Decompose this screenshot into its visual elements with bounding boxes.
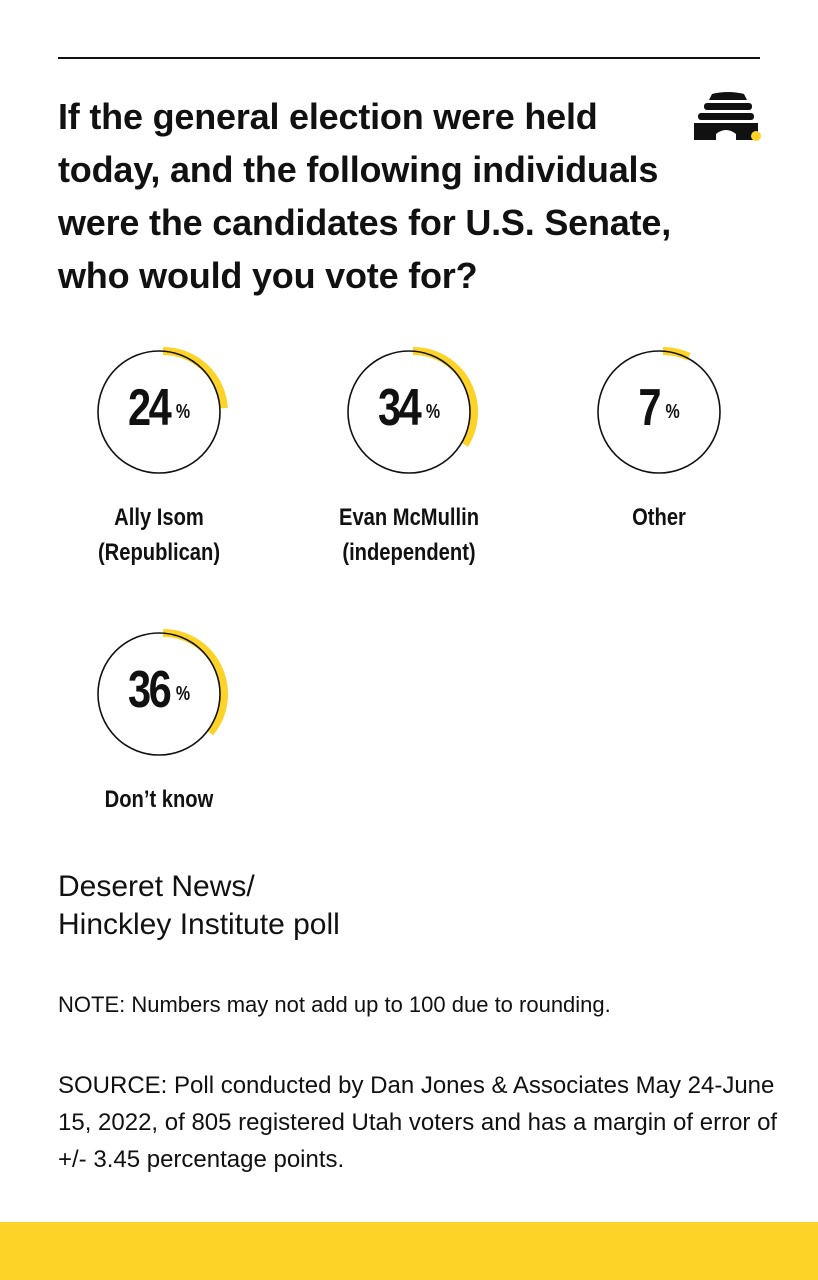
- rounding-note: NOTE: Numbers may not add up to 100 due …: [58, 992, 611, 1017]
- poll-result-ally-isom: 24% Ally Isom (Republican): [44, 338, 274, 588]
- bottom-accent-bar: [0, 1222, 818, 1280]
- candidate-label: Don’t know: [104, 786, 214, 813]
- chart-title: If the general election were held today,…: [58, 96, 671, 296]
- candidate-label: Other: [632, 504, 686, 531]
- candidate-label: Ally Isom (Republican): [97, 504, 221, 566]
- donut-ring-dont-know: [97, 632, 221, 756]
- percent-sign: %: [425, 401, 441, 423]
- donut-ring-evan-mcmullin: [347, 350, 471, 474]
- beehive-icon: [694, 92, 761, 141]
- poll-result-other: 7% Other: [544, 338, 774, 588]
- value-number: 24: [127, 379, 172, 437]
- percent-sign: %: [665, 401, 680, 423]
- donut-ring-ally-isom: [97, 350, 221, 474]
- donut-arc-dont-know: [162, 629, 228, 736]
- percentage-value: 34%: [317, 378, 501, 438]
- poll-source-name: Deseret News/ Hinckley Institute poll: [58, 870, 340, 941]
- source-text: SOURCE: Poll conducted by Dan Jones & As…: [58, 1072, 778, 1173]
- percentage-value: 24%: [67, 378, 251, 438]
- candidate-label: Evan McMullin (independent): [338, 504, 480, 566]
- percent-sign: %: [175, 683, 191, 705]
- percent-sign: %: [175, 401, 191, 423]
- donut-chart-other: [597, 347, 721, 474]
- donut-arc-evan-mcmullin: [412, 347, 478, 447]
- donut-arc-ally-isom: [162, 347, 228, 409]
- donut-chart-ally-isom: [97, 347, 228, 474]
- percentage-value: 7%: [567, 378, 751, 438]
- value-number: 36: [127, 661, 172, 719]
- donut-chart-evan-mcmullin: [347, 347, 478, 474]
- value-number: 7: [638, 379, 661, 437]
- percentage-value: 36%: [67, 660, 251, 720]
- top-divider: [58, 57, 760, 59]
- donut-chart-dont-know: [97, 629, 228, 756]
- poll-result-evan-mcmullin: 34% Evan McMullin (independent): [294, 338, 524, 588]
- donut-ring-other: [597, 350, 721, 474]
- value-number: 34: [377, 379, 422, 437]
- poll-result-dont-know: 36% Don’t know: [44, 620, 274, 870]
